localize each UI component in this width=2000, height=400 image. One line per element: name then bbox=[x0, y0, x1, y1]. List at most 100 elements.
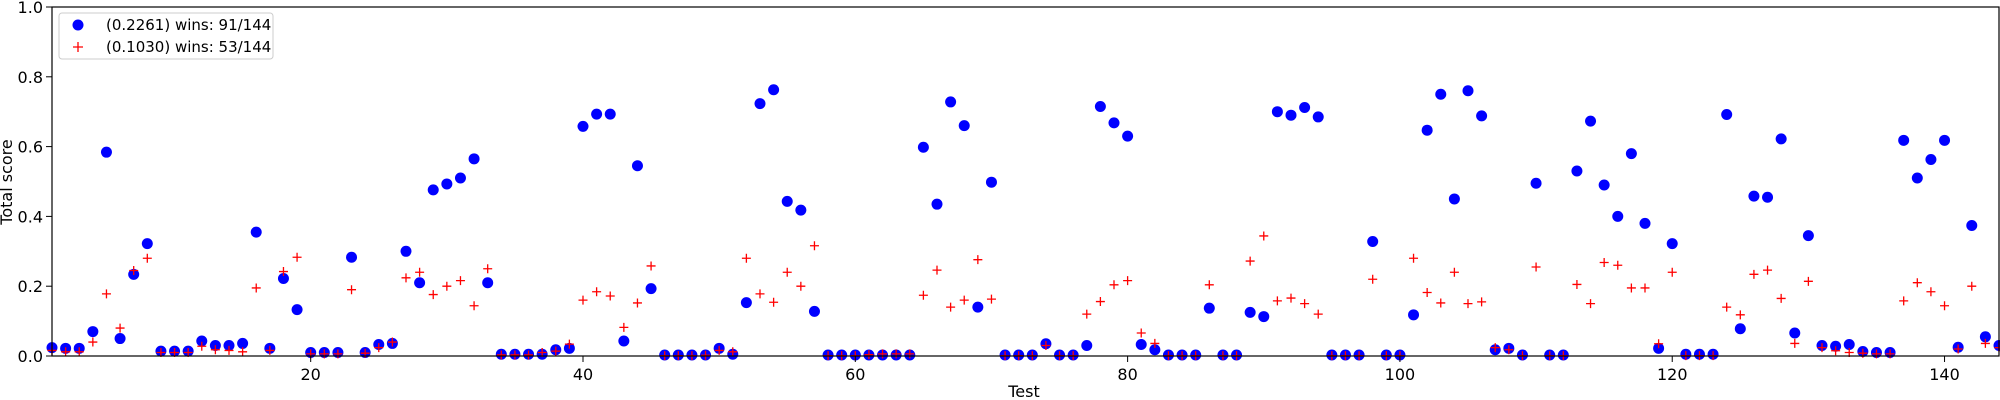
data-point-series-1 bbox=[618, 335, 630, 347]
data-point-series-1 bbox=[795, 204, 807, 216]
data-point-series-2 bbox=[755, 289, 765, 299]
data-point-series-1 bbox=[958, 120, 970, 132]
data-point-series-1 bbox=[1094, 100, 1106, 112]
data-point-series-2 bbox=[782, 267, 792, 277]
data-point-series-1 bbox=[1585, 115, 1597, 127]
data-point-series-2 bbox=[605, 291, 615, 301]
data-point-series-1 bbox=[1898, 134, 1910, 146]
data-point-series-2 bbox=[292, 252, 302, 262]
x-tick-label: 80 bbox=[1117, 365, 1137, 384]
y-tick-label: 0.0 bbox=[18, 347, 43, 366]
data-point-series-2 bbox=[1640, 283, 1650, 293]
data-point-series-1 bbox=[931, 198, 943, 210]
data-point-series-2 bbox=[319, 349, 329, 359]
data-point-series-1 bbox=[1258, 311, 1270, 323]
data-point-series-1 bbox=[917, 141, 929, 153]
data-point-series-2 bbox=[564, 339, 574, 349]
data-point-series-1 bbox=[454, 172, 466, 184]
data-point-series-1 bbox=[1203, 302, 1215, 314]
data-point-series-2 bbox=[1436, 298, 1446, 308]
data-point-series-2 bbox=[115, 323, 125, 333]
data-point-series-1 bbox=[631, 160, 643, 172]
data-point-series-2 bbox=[646, 261, 656, 271]
data-point-series-2 bbox=[1477, 297, 1487, 307]
data-point-series-1 bbox=[1081, 340, 1093, 352]
data-point-series-2 bbox=[1123, 276, 1133, 286]
data-point-series-2 bbox=[1204, 280, 1214, 290]
data-point-series-2 bbox=[1803, 276, 1813, 286]
data-point-series-2 bbox=[1871, 349, 1881, 359]
data-point-series-1 bbox=[400, 245, 412, 257]
legend-label-series-1: (0.2261) wins: 91/144 bbox=[106, 16, 271, 34]
data-point-series-2 bbox=[510, 350, 520, 360]
data-point-series-2 bbox=[1763, 265, 1773, 275]
data-point-series-1 bbox=[1367, 236, 1379, 248]
plot-frame bbox=[51, 6, 2000, 357]
data-point-series-2 bbox=[1953, 344, 1963, 354]
data-point-series-2 bbox=[278, 267, 288, 277]
data-point-series-1 bbox=[1748, 190, 1760, 202]
data-point-series-1 bbox=[414, 277, 426, 289]
data-point-series-1 bbox=[591, 108, 603, 120]
data-point-series-2 bbox=[1926, 287, 1936, 297]
data-point-series-1 bbox=[1843, 338, 1855, 350]
data-point-series-1 bbox=[1476, 110, 1488, 122]
data-point-series-2 bbox=[1654, 339, 1664, 349]
data-point-series-2 bbox=[864, 350, 874, 360]
data-point-series-1 bbox=[1149, 344, 1161, 356]
data-point-series-2 bbox=[387, 337, 397, 347]
data-point-series-2 bbox=[1749, 269, 1759, 279]
legend-box bbox=[58, 12, 274, 60]
data-point-series-2 bbox=[374, 343, 384, 353]
data-point-series-1 bbox=[1299, 102, 1311, 114]
data-point-series-1 bbox=[1122, 130, 1134, 142]
data-point-series-1 bbox=[1762, 191, 1774, 203]
data-point-series-1 bbox=[1966, 219, 1978, 231]
data-point-series-2 bbox=[1722, 302, 1732, 312]
data-point-series-2 bbox=[1735, 310, 1745, 320]
data-point-series-2 bbox=[1967, 281, 1977, 291]
data-point-series-1 bbox=[1979, 331, 1991, 343]
data-point-series-2 bbox=[333, 349, 343, 359]
data-point-series-1 bbox=[141, 238, 153, 250]
data-point-series-2 bbox=[1109, 280, 1119, 290]
data-point-series-1 bbox=[196, 335, 208, 347]
data-point-series-2 bbox=[1041, 341, 1051, 351]
data-point-series-2 bbox=[946, 302, 956, 312]
legend-marker-blue-circle bbox=[72, 19, 84, 31]
data-point-series-2 bbox=[428, 290, 438, 300]
data-point-series-2 bbox=[101, 289, 111, 299]
data-point-series-2 bbox=[809, 241, 819, 251]
data-point-series-2 bbox=[728, 347, 738, 357]
data-point-series-1 bbox=[945, 96, 957, 108]
data-point-series-2 bbox=[142, 253, 152, 263]
y-tick-label: 0.8 bbox=[18, 68, 43, 87]
data-point-series-1 bbox=[223, 340, 235, 352]
data-point-series-2 bbox=[905, 349, 915, 359]
data-point-series-1 bbox=[1775, 133, 1787, 145]
data-point-series-1 bbox=[1721, 108, 1733, 120]
data-point-series-2 bbox=[74, 347, 84, 357]
data-point-series-2 bbox=[1082, 309, 1092, 319]
data-point-series-1 bbox=[1421, 124, 1433, 136]
data-point-series-2 bbox=[1899, 296, 1909, 306]
data-point-series-2 bbox=[1626, 283, 1636, 293]
y-tick-label: 0.4 bbox=[18, 207, 43, 226]
data-point-series-2 bbox=[1095, 297, 1105, 307]
data-point-series-2 bbox=[1286, 293, 1296, 303]
data-point-series-1 bbox=[1435, 88, 1447, 100]
data-point-series-2 bbox=[1599, 257, 1609, 267]
data-point-series-1 bbox=[604, 108, 616, 120]
data-point-series-2 bbox=[524, 350, 534, 360]
x-tick-label: 140 bbox=[1929, 365, 1960, 384]
data-point-series-2 bbox=[878, 349, 888, 359]
data-point-series-2 bbox=[632, 298, 642, 308]
data-point-series-2 bbox=[741, 253, 751, 263]
data-point-series-2 bbox=[932, 265, 942, 275]
data-point-series-2 bbox=[224, 345, 234, 355]
data-point-series-2 bbox=[347, 285, 357, 295]
data-point-series-2 bbox=[701, 350, 711, 360]
data-point-series-1 bbox=[1830, 340, 1842, 352]
data-point-series-2 bbox=[415, 267, 425, 277]
